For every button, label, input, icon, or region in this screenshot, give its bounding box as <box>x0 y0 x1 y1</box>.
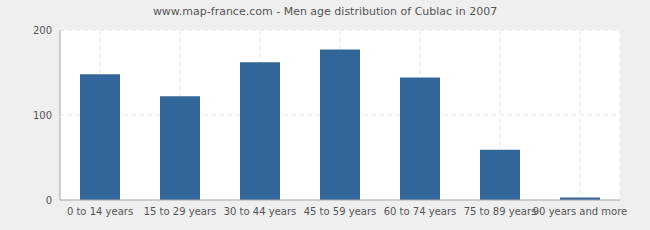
svg-text:0 to 14 years: 0 to 14 years <box>67 206 133 217</box>
svg-text:100: 100 <box>33 110 52 121</box>
svg-text:15 to 29 years: 15 to 29 years <box>144 206 217 217</box>
svg-text:60 to 74 years: 60 to 74 years <box>384 206 457 217</box>
svg-text:75 to 89 years: 75 to 89 years <box>464 206 537 217</box>
svg-text:90 years and more: 90 years and more <box>533 206 628 217</box>
svg-text:45 to 59 years: 45 to 59 years <box>304 206 377 217</box>
svg-text:0: 0 <box>46 195 52 206</box>
html-text:www.map-france.com - Men age d: www.map-france.com - Men age distributio… <box>152 5 498 18</box>
svg-text:200: 200 <box>33 25 52 36</box>
svg-text:30 to 44 years: 30 to 44 years <box>224 206 297 217</box>
